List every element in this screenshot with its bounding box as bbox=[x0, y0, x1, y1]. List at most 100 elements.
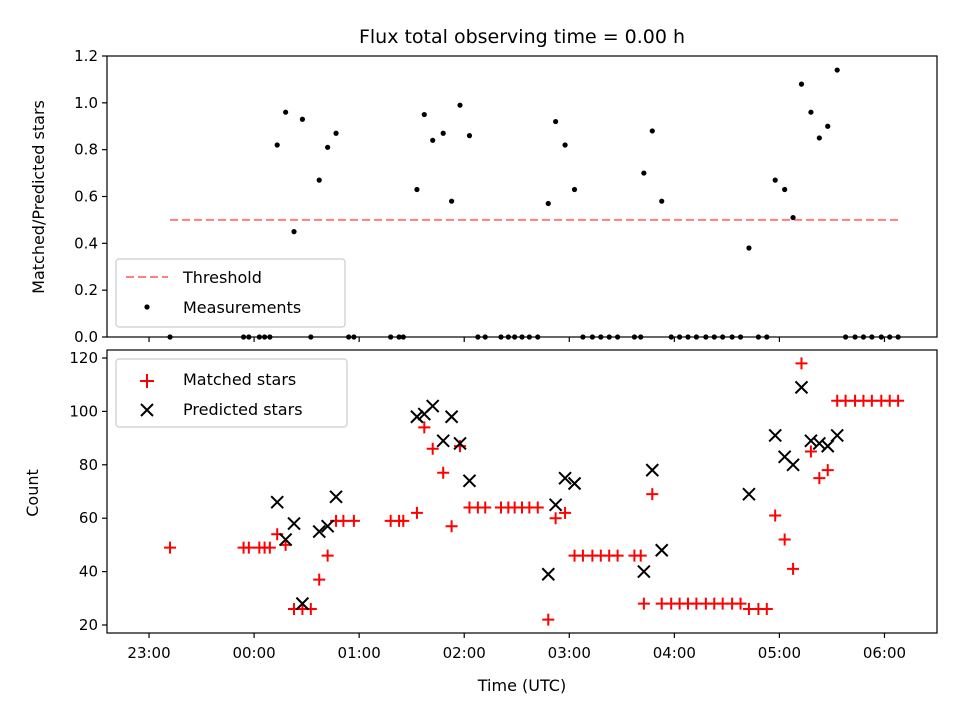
predicted-star-point bbox=[768, 428, 782, 443]
measurement-point bbox=[659, 198, 665, 204]
matched-star-point bbox=[347, 514, 360, 527]
predicted-star-point bbox=[270, 495, 284, 509]
matched-star-point bbox=[637, 597, 650, 610]
predicted-star-point bbox=[742, 487, 756, 501]
ratio-y-tick-label: 0.0 bbox=[74, 328, 98, 346]
predicted-star-point bbox=[329, 490, 343, 504]
measurements-legend-label: Measurements bbox=[183, 298, 301, 317]
measurement-point bbox=[316, 177, 322, 183]
measurement-point bbox=[466, 133, 473, 139]
count-x-tick-label: 03:00 bbox=[548, 644, 591, 662]
measurement-point bbox=[440, 130, 446, 136]
count-y-axis-label: Count bbox=[23, 469, 42, 517]
measurement-point bbox=[816, 135, 822, 141]
count-x-tick-label: 02:00 bbox=[443, 644, 486, 662]
matched-star-point bbox=[321, 549, 334, 562]
predicted-star-point bbox=[541, 567, 555, 581]
matched-star-point bbox=[242, 541, 255, 554]
measurement-point bbox=[274, 142, 280, 148]
predicted-star-point bbox=[453, 436, 467, 451]
matched-star-point bbox=[559, 506, 572, 519]
measurement-point bbox=[430, 137, 436, 143]
predicted-star-point bbox=[287, 516, 301, 531]
matched-star-point bbox=[634, 549, 647, 562]
predicted-star-point bbox=[425, 399, 440, 413]
predicted-star-point bbox=[567, 476, 582, 491]
predicted-star-point bbox=[794, 380, 809, 395]
chart-title: Flux total observing time = 0.00 h bbox=[359, 26, 685, 48]
predicted-star-point bbox=[410, 410, 424, 424]
matched-star-point bbox=[821, 464, 834, 477]
predicted-star-point bbox=[295, 596, 310, 611]
matched-stars-legend-swatch bbox=[140, 374, 154, 388]
measurement-point bbox=[449, 198, 455, 204]
predicted-star-point bbox=[444, 410, 459, 424]
threshold-legend-label: Threshold bbox=[182, 268, 262, 287]
x-axis-label: Time (UTC) bbox=[477, 676, 566, 695]
predicted-stars-legend-label: Predicted stars bbox=[183, 400, 303, 419]
measurement-point bbox=[808, 109, 814, 115]
measurement-point bbox=[553, 118, 559, 125]
predicted-star-point bbox=[548, 498, 563, 512]
count-x-axis: 23:00 00:00 01:00 02:00 03:00 04:00 05:00 06:00 bbox=[127, 633, 906, 662]
ratio-legend: Threshold Measurements bbox=[115, 258, 346, 328]
count-y-axis: 20 40 60 80 100 120 bbox=[69, 349, 107, 634]
measurement-point bbox=[333, 130, 339, 136]
matched-star-point bbox=[418, 421, 431, 434]
ratio-y-axis: 0.0 0.2 0.4 0.6 0.8 1.0 1.2 bbox=[74, 47, 107, 346]
ratio-y-tick-label: 0.4 bbox=[74, 234, 98, 252]
count-y-tick-label: 100 bbox=[69, 402, 98, 420]
measurement-point bbox=[772, 177, 778, 183]
measurement-point bbox=[325, 144, 331, 150]
matched-star-point bbox=[787, 562, 800, 575]
measurement-point bbox=[291, 229, 297, 235]
matched-star-point bbox=[778, 533, 791, 546]
measurement-point bbox=[421, 111, 427, 118]
matched-star-point bbox=[892, 394, 905, 407]
ratio-y-tick-label: 1.2 bbox=[74, 47, 98, 65]
ratio-y-tick-label: 0.6 bbox=[74, 188, 98, 206]
measurement-point bbox=[414, 186, 420, 193]
measurement-point bbox=[825, 123, 831, 129]
matched-star-point bbox=[531, 501, 544, 514]
predicted-star-point bbox=[278, 532, 293, 547]
matched-star-point bbox=[263, 541, 276, 554]
measurement-point bbox=[649, 128, 655, 134]
predicted-stars-legend-swatch bbox=[140, 403, 154, 417]
count-legend-box bbox=[115, 358, 348, 428]
predicted-star-point bbox=[786, 458, 800, 472]
matched-star-point bbox=[734, 597, 747, 610]
count-legend: Matched stars Predicted stars bbox=[115, 358, 348, 428]
count-y-tick-label: 20 bbox=[79, 616, 98, 634]
count-y-tick-label: 60 bbox=[79, 509, 98, 527]
predicted-star-point bbox=[320, 519, 335, 533]
ratio-x-ticks bbox=[148, 337, 886, 342]
predicted-star-point bbox=[462, 474, 477, 488]
matched-star-point bbox=[611, 549, 624, 562]
matched-star-point bbox=[479, 501, 492, 514]
predicted-star-point bbox=[637, 564, 651, 579]
matched-stars-legend-label: Matched stars bbox=[183, 370, 296, 389]
measurement-point bbox=[571, 186, 578, 193]
predicted-star-point bbox=[812, 436, 827, 451]
measurement-point bbox=[746, 245, 752, 251]
matched-star-point bbox=[646, 488, 659, 501]
measurement-point bbox=[457, 102, 463, 108]
predicted-star-point bbox=[645, 463, 659, 477]
matched-star-point bbox=[164, 541, 177, 554]
predicted-star-point bbox=[312, 524, 326, 539]
count-x-tick-label: 05:00 bbox=[758, 644, 801, 662]
predicted-star-point bbox=[655, 543, 669, 557]
ratio-plot-area bbox=[167, 67, 901, 340]
measurement-point bbox=[641, 170, 647, 176]
matched-star-point bbox=[760, 602, 773, 615]
matched-star-point bbox=[313, 573, 326, 586]
count-panel: 20 40 60 80 100 120 23:00 00:00 01:00 02:00 03:00… bbox=[23, 349, 938, 695]
matched-star-point bbox=[426, 442, 439, 455]
count-x-tick-label: 23:00 bbox=[127, 644, 170, 662]
matched-star-point bbox=[542, 613, 555, 626]
matched-star-point bbox=[769, 509, 782, 522]
measurement-point bbox=[283, 109, 289, 115]
ratio-panel: Flux total observing time = 0.00 h 0.0 0.… bbox=[29, 26, 938, 346]
measurement-point bbox=[545, 200, 551, 207]
